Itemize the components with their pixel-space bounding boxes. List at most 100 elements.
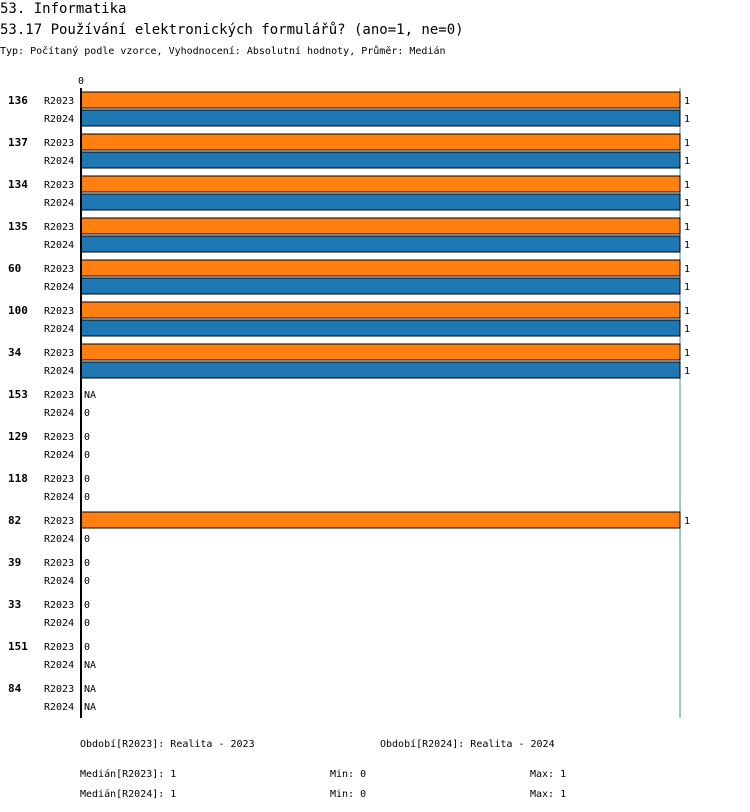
series-label: R2023: [44, 138, 74, 149]
value-label: 0: [84, 642, 90, 653]
series-label: R2023: [44, 180, 74, 191]
value-label: 0: [84, 558, 90, 569]
min: Min: 0: [330, 769, 366, 780]
value-label: 0: [84, 534, 90, 545]
series-label: R2024: [44, 156, 74, 167]
median: Medián[R2023]: 1: [80, 768, 176, 780]
value-label: 0: [84, 618, 90, 629]
series-label: R2024: [44, 366, 74, 377]
group-label: 33: [8, 598, 21, 611]
bar: [80, 235, 681, 253]
bar: [80, 151, 681, 169]
series-label: R2023: [44, 264, 74, 275]
value-label: NA: [84, 390, 96, 401]
value-label: 1: [684, 324, 690, 335]
value-label: 0: [84, 576, 90, 587]
value-label: 1: [684, 156, 690, 167]
series-label: R2024: [44, 324, 74, 335]
group-label: 100: [8, 304, 28, 317]
group-label: 153: [8, 388, 28, 401]
max: Max: 1: [530, 789, 566, 800]
value-label: 1: [684, 240, 690, 251]
value-label: 1: [684, 96, 690, 107]
title: 53. Informatika: [0, 1, 126, 17]
period: Období[R2024]: Realita - 2024: [380, 738, 555, 750]
bar: [80, 301, 681, 319]
bar: [80, 193, 681, 211]
value-label: 0: [84, 492, 90, 503]
group-label: 136: [8, 94, 28, 107]
value-label: NA: [84, 702, 96, 713]
series-label: R2023: [44, 222, 74, 233]
value-label: 1: [684, 516, 690, 527]
value-label: 0: [84, 450, 90, 461]
series-label: R2023: [44, 96, 74, 107]
series-label: R2024: [44, 408, 74, 419]
group-label: 135: [8, 220, 28, 233]
bar: [80, 361, 681, 379]
group-label: 151: [8, 640, 28, 653]
value-label: 1: [684, 264, 690, 275]
value-label: 1: [684, 282, 690, 293]
series-label: R2023: [44, 684, 74, 695]
series-label: R2024: [44, 534, 74, 545]
group-label: 84: [8, 682, 22, 695]
bar: [80, 133, 681, 151]
value-label: 1: [684, 222, 690, 233]
series-label: R2024: [44, 576, 74, 587]
series-label: R2024: [44, 198, 74, 209]
series-label: R2024: [44, 114, 74, 125]
value-label: 0: [84, 474, 90, 485]
group-label: 129: [8, 430, 28, 443]
x-tick-label: 0: [78, 76, 84, 87]
value-label: 0: [84, 432, 90, 443]
value-label: 1: [684, 348, 690, 359]
value-label: 1: [684, 114, 690, 125]
series-label: R2024: [44, 660, 74, 671]
info: Typ: Počítaný podle vzorce, Vyhodnocení:…: [0, 45, 446, 57]
bar: [80, 259, 681, 277]
series-label: R2023: [44, 642, 74, 653]
series-label: R2024: [44, 702, 74, 713]
median: Medián[R2024]: 1: [80, 788, 176, 800]
value-label: 1: [684, 138, 690, 149]
bar: [80, 319, 681, 337]
period: Období[R2023]: Realita - 2023: [80, 738, 255, 750]
group-label: 34: [8, 346, 22, 359]
group-label: 60: [8, 262, 21, 275]
group-label: 118: [8, 472, 28, 485]
bar: [80, 343, 681, 361]
value-label: 0: [84, 408, 90, 419]
value-label: NA: [84, 684, 96, 695]
group-label: 39: [8, 556, 21, 569]
bar: [80, 217, 681, 235]
bar: [80, 277, 681, 295]
bar: [80, 91, 681, 109]
value-label: 1: [684, 366, 690, 377]
max: Max: 1: [530, 769, 566, 780]
series-label: R2023: [44, 390, 74, 401]
series-label: R2023: [44, 306, 74, 317]
value-label: NA: [84, 660, 96, 671]
series-label: R2023: [44, 348, 74, 359]
series-label: R2023: [44, 432, 74, 443]
subtitle: 53.17 Používání elektronických formulářů…: [0, 22, 464, 38]
group-label: 82: [8, 514, 21, 527]
series-label: R2023: [44, 558, 74, 569]
series-label: R2024: [44, 282, 74, 293]
series-label: R2023: [44, 516, 74, 527]
bar: [80, 511, 681, 529]
series-label: R2024: [44, 240, 74, 251]
series-label: R2024: [44, 492, 74, 503]
value-label: 1: [684, 180, 690, 191]
group-label: 137: [8, 136, 28, 149]
value-label: 1: [684, 198, 690, 209]
bar: [80, 175, 681, 193]
group-label: 134: [8, 178, 28, 191]
value-label: 1: [684, 306, 690, 317]
series-label: R2024: [44, 450, 74, 461]
series-label: R2023: [44, 600, 74, 611]
min: Min: 0: [330, 789, 366, 800]
bar: [80, 109, 681, 127]
